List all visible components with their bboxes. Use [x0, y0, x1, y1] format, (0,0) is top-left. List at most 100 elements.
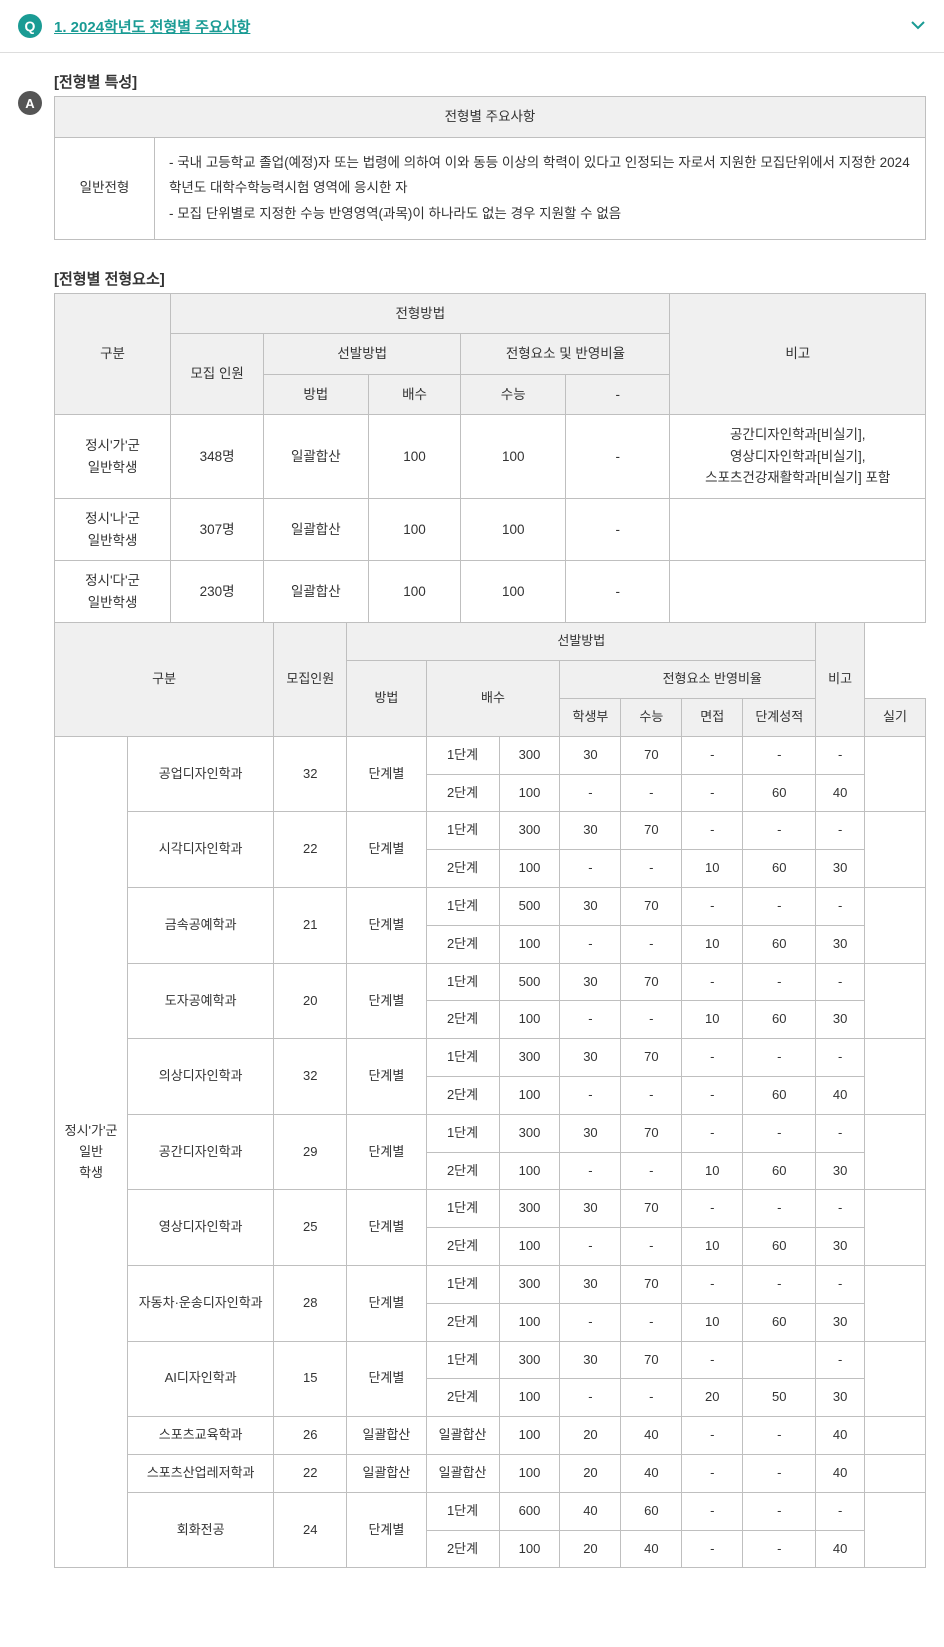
cell-hb: - — [560, 1379, 621, 1417]
cell-method: 단계별 — [347, 812, 426, 888]
cell-dg: 50 — [743, 1379, 816, 1417]
cell-stage: 일괄합산 — [426, 1417, 499, 1455]
cell-mj: 10 — [682, 1228, 743, 1266]
accordion-content: A [전형별 특성] 전형별 주요사항 일반전형 - 국내 고등학교 졸업(예정… — [0, 53, 944, 1586]
cell-dg: - — [743, 1454, 816, 1492]
cell-dept: 영상디자인학과 — [128, 1190, 274, 1266]
t3-h-hb: 학생부 — [560, 699, 621, 737]
cell-bs: 600 — [499, 1492, 560, 1530]
cell-bs: 100 — [499, 1303, 560, 1341]
cell-dept: 회화전공 — [128, 1492, 274, 1568]
elements-table: 구분 전형방법 비고 모집 인원 선발방법 전형요소 및 반영비율 방법 배수 … — [54, 293, 926, 624]
cell-mj: 10 — [682, 850, 743, 888]
cell-method: 일괄합산 — [264, 415, 369, 499]
t3-h-mojip: 모집인원 — [274, 623, 347, 736]
departments-table: 구분 모집인원 선발방법 비고 방법 배수 전형요소 반영비율 학생부 수능 면… — [54, 622, 926, 1568]
cell-note — [865, 1454, 926, 1492]
cell-sn: - — [621, 1228, 682, 1266]
cell-sn: 40 — [621, 1417, 682, 1455]
cell-mojip: 348명 — [171, 415, 264, 499]
cell-stage: 1단계 — [426, 1114, 499, 1152]
cell-sk: 30 — [816, 1228, 865, 1266]
cell-mojip: 24 — [274, 1492, 347, 1568]
cell-note — [865, 1114, 926, 1190]
cell-sk: 40 — [816, 1077, 865, 1115]
cell-note — [865, 1492, 926, 1568]
cell-note — [865, 1341, 926, 1417]
cell-hb: 30 — [560, 736, 621, 774]
cell-dg: - — [743, 1039, 816, 1077]
chevron-down-icon — [910, 17, 926, 36]
cell-method: 단계별 — [347, 1190, 426, 1266]
cell-sk: - — [816, 1190, 865, 1228]
cell-stage: 1단계 — [426, 1039, 499, 1077]
cell-stage: 2단계 — [426, 1530, 499, 1568]
cell-dept: AI디자인학과 — [128, 1341, 274, 1417]
cell-sk: 30 — [816, 1152, 865, 1190]
table-row: 도자공예학과20단계별1단계5003070--- — [55, 963, 926, 1001]
cell-hb: - — [560, 774, 621, 812]
cell-sn: - — [621, 774, 682, 812]
cell-dg — [743, 1341, 816, 1379]
cell-hb: 40 — [560, 1492, 621, 1530]
t3-h-ratio: 전형요소 반영비율 — [560, 661, 865, 699]
cell-mojip: 26 — [274, 1417, 347, 1455]
cell-mj: - — [682, 888, 743, 926]
cell-note — [865, 1417, 926, 1455]
t3-h-dg: 단계성적 — [743, 699, 816, 737]
cell-mojip: 28 — [274, 1266, 347, 1342]
cell-bs: 100 — [499, 1152, 560, 1190]
cell-dg: 60 — [743, 1228, 816, 1266]
t3-h-bb: 방법 — [347, 661, 426, 737]
answer-badge: A — [18, 91, 42, 115]
cell-sn: 70 — [621, 1039, 682, 1077]
cell-note — [865, 812, 926, 888]
cell-dg: 60 — [743, 1152, 816, 1190]
cell-dg: - — [743, 736, 816, 774]
cell-mj: - — [682, 1039, 743, 1077]
t2-h-sn: 수능 — [461, 374, 566, 415]
cell-stage: 1단계 — [426, 736, 499, 774]
cell-stage: 2단계 — [426, 1303, 499, 1341]
cell-sk: - — [816, 888, 865, 926]
cell-stage: 1단계 — [426, 1190, 499, 1228]
cell-dept: 자동차·운송디자인학과 — [128, 1266, 274, 1342]
cell-method: 단계별 — [347, 1039, 426, 1115]
cell-note — [865, 963, 926, 1039]
cell-hb: 30 — [560, 1114, 621, 1152]
cell-stage: 1단계 — [426, 963, 499, 1001]
cell-mj: - — [682, 1341, 743, 1379]
cell-note — [670, 499, 926, 561]
t2-h-method: 전형방법 — [171, 293, 670, 334]
cell-bs: 100 — [499, 1228, 560, 1266]
cell-dg: - — [743, 1417, 816, 1455]
cell-hb: 30 — [560, 1190, 621, 1228]
cell-dg: - — [743, 1492, 816, 1530]
table1-content: - 국내 고등학교 졸업(예정)자 또는 법령에 의하여 이와 동등 이상의 학… — [155, 137, 926, 239]
cell-hb: - — [560, 1077, 621, 1115]
answer-badge-column: A — [18, 71, 42, 1568]
cell-mj: - — [682, 1492, 743, 1530]
cell-bs: 100 — [499, 1454, 560, 1492]
accordion-header[interactable]: Q 1. 2024학년도 전형별 주요사항 — [0, 0, 944, 53]
cell-bs: 100 — [368, 415, 461, 499]
cell-bs: 300 — [499, 736, 560, 774]
cell-bs: 100 — [368, 561, 461, 623]
t2-h-seonbal: 선발방법 — [264, 334, 461, 375]
cell-mj: - — [682, 1190, 743, 1228]
cell-note — [865, 736, 926, 812]
cell-note — [865, 888, 926, 964]
cell-dg: 60 — [743, 925, 816, 963]
cell-method: 일괄합산 — [264, 499, 369, 561]
cell-note — [670, 561, 926, 623]
cell-sk: - — [816, 1492, 865, 1530]
table1-row-label: 일반전형 — [55, 137, 155, 239]
t3-h-sk: 실기 — [865, 699, 926, 737]
t2-h-note: 비고 — [670, 293, 926, 415]
cell-stage: 1단계 — [426, 888, 499, 926]
table-row: 정시'나'군 일반학생307명일괄합산100100- — [55, 499, 926, 561]
cell-stage: 2단계 — [426, 1379, 499, 1417]
cell-bs: 500 — [499, 888, 560, 926]
characteristics-table: 전형별 주요사항 일반전형 - 국내 고등학교 졸업(예정)자 또는 법령에 의… — [54, 96, 926, 240]
cell-gubun: 정시'가'군 일반학생 — [55, 415, 171, 499]
